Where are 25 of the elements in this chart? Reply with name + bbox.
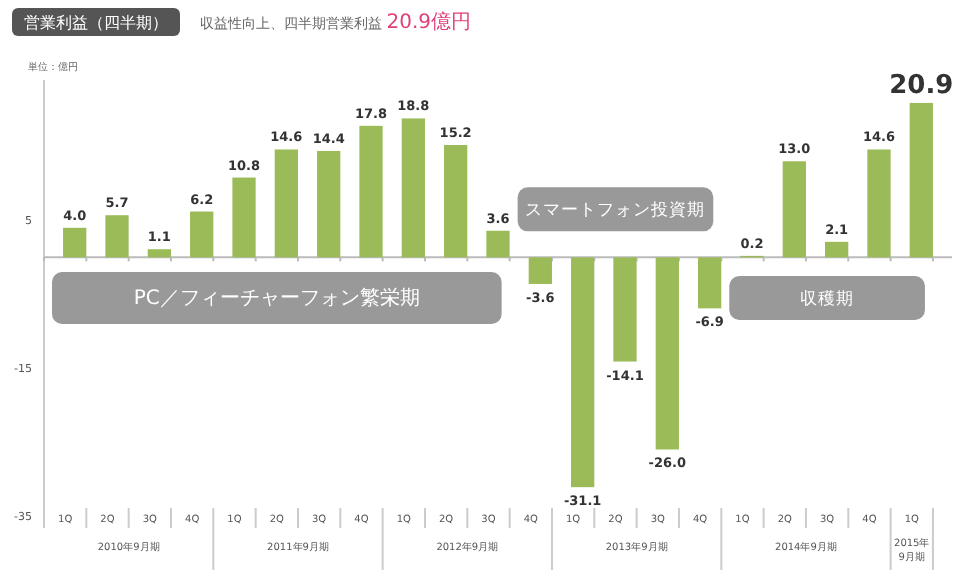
bar <box>613 257 637 362</box>
bar <box>105 215 129 258</box>
bar <box>909 102 933 258</box>
bar <box>190 211 214 258</box>
annotation: 収穫期 <box>800 288 855 310</box>
bar <box>782 161 806 258</box>
bar <box>147 249 171 258</box>
bar <box>528 257 552 284</box>
bar <box>232 177 256 258</box>
bar <box>401 118 425 258</box>
bar <box>63 227 87 258</box>
bar <box>274 149 298 258</box>
bar <box>317 150 341 258</box>
annotation: スマートフォン投資期 <box>525 199 706 222</box>
bar <box>867 149 891 258</box>
data-label: 20.9 <box>889 70 954 101</box>
bar <box>571 257 595 488</box>
bar <box>444 145 468 258</box>
bar <box>655 257 679 450</box>
bar <box>825 241 849 258</box>
bar <box>698 257 722 309</box>
bar <box>486 230 510 258</box>
bar <box>359 125 383 258</box>
annotation: PC／フィーチャーフォン繁栄期 <box>133 286 420 310</box>
chart-title: 営業利益（四半期） <box>24 14 168 32</box>
